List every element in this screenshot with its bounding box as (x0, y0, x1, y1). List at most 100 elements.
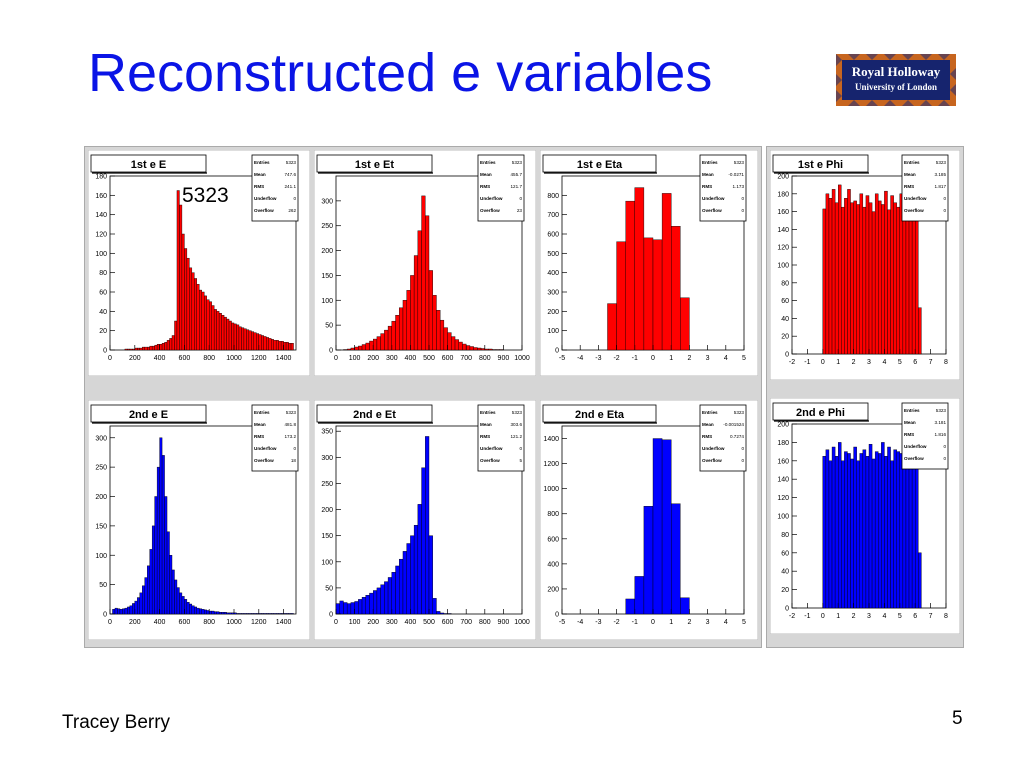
histogram-bar (164, 496, 168, 615)
histogram-bar (139, 592, 143, 615)
y-tick-label: 0 (103, 612, 107, 619)
histogram-bar (369, 340, 374, 351)
y-tick-label: 600 (547, 536, 559, 543)
histogram-bar (266, 613, 269, 615)
y-tick-label: 150 (321, 533, 333, 540)
stats-label: Overflow (702, 208, 722, 213)
histogram-bar (285, 342, 289, 351)
histogram-bar (447, 332, 452, 351)
x-tick-label: 2 (852, 613, 856, 620)
histogram-bar (161, 343, 165, 351)
histogram-bar (399, 307, 404, 351)
histogram-bar (652, 438, 663, 615)
histogram-bar (488, 348, 493, 351)
histogram-bar (233, 323, 237, 351)
histogram-bar (890, 195, 894, 355)
histogram-bar (410, 275, 415, 351)
histogram-bar (428, 270, 433, 351)
histogram-bar (825, 449, 830, 609)
histogram-bar (280, 341, 284, 351)
stats-label: Underflow (904, 196, 927, 201)
histogram-bar (376, 336, 381, 351)
histogram-bar (208, 301, 212, 351)
entries-annotation: 5323 (182, 184, 229, 207)
histogram-bar (216, 311, 220, 351)
y-tick-label: 250 (95, 465, 107, 472)
histogram-bar (421, 467, 426, 615)
y-tick-label: 200 (777, 174, 789, 181)
y-tick-label: 180 (777, 440, 789, 447)
histogram-bar (865, 195, 870, 355)
histogram-bar (191, 605, 195, 615)
plot-1st-e-Et: 0 100 200 300 400 500 600 700 800 900 1000 0 50 100 15… (314, 150, 536, 376)
y-tick-label: 120 (777, 495, 789, 502)
histogram-bar (231, 612, 235, 615)
histogram-bar (171, 569, 175, 615)
stats-value: 121.7 (511, 184, 523, 189)
stats-value: 0 (741, 458, 744, 463)
x-tick-label: 7 (929, 613, 933, 620)
histogram-bar (226, 318, 230, 351)
y-tick-label: 120 (777, 245, 789, 252)
stats-value: 0 (741, 208, 744, 213)
plot-2nd-e-E: 0 200 400 600 800 1000 1200 1400 0 50 100 150 200 250… (88, 400, 310, 640)
chart-title: 1st e Et (355, 159, 394, 171)
histogram-bar (856, 460, 860, 609)
histogram-bar (884, 456, 888, 609)
y-tick-label: 800 (547, 193, 559, 200)
histogram-bar (413, 525, 419, 615)
histogram-bar (275, 340, 279, 351)
histogram-bar (122, 608, 126, 615)
stats-value: 1.173 (733, 184, 745, 189)
x-tick-label: 0 (821, 613, 825, 620)
stats-value: 23 (517, 208, 523, 213)
histogram-bar (194, 606, 197, 615)
plot-2nd-e-Eta: -5 -4 -3 -2 -1 0 1 2 3 4 5 0 200 400 600 800 1000 1200 140… (540, 400, 758, 640)
histogram-bar (822, 208, 827, 355)
histogram-bar (174, 320, 178, 351)
histogram-bar (283, 613, 287, 615)
title-box (90, 154, 207, 173)
stats-label: RMS (254, 184, 264, 189)
y-tick-label: 200 (95, 494, 107, 501)
logo-plate: Royal Holloway University of London (842, 60, 950, 100)
histogram-bar (211, 305, 215, 351)
histogram-bar (184, 599, 188, 615)
histogram-bar (124, 348, 128, 351)
histogram-bar (147, 565, 150, 615)
x-tick-label: -3 (595, 619, 601, 626)
chart-title: 2nd e Eta (575, 409, 625, 421)
x-tick-label: 1000 (226, 355, 242, 362)
y-tick-label: 180 (95, 174, 107, 181)
histogram-bar (439, 319, 445, 351)
histogram-bar (196, 284, 200, 351)
histogram-bar (384, 581, 389, 615)
chart-title: 1st e Eta (577, 159, 623, 171)
histogram-bar (837, 442, 842, 609)
stats-label: Underflow (254, 196, 277, 201)
y-tick-label: 80 (781, 532, 789, 539)
x-tick-label: -1 (632, 619, 638, 626)
y-tick-label: 0 (103, 348, 107, 355)
stats-box (477, 154, 525, 222)
histogram-bar (273, 613, 277, 615)
histogram-bar (850, 458, 854, 609)
x-tick-label: -2 (789, 613, 795, 620)
histogram-bar (373, 590, 378, 615)
x-tick-label: 5 (898, 359, 902, 366)
x-tick-label: -5 (559, 619, 565, 626)
stats-label: RMS (904, 184, 914, 189)
y-tick-label: 1200 (543, 461, 559, 468)
x-tick-label: 300 (386, 355, 398, 362)
stats-label: Mean (480, 422, 492, 427)
plot-2nd-e-Et: 0 100 200 300 400 500 600 700 800 900 1000 0 50 100 15… (314, 400, 536, 640)
x-tick-label: 1000 (226, 619, 242, 626)
histogram-bar (112, 609, 116, 615)
histogram-bar (831, 189, 836, 355)
stats-value: 121.2 (511, 434, 523, 439)
histogram-bar (171, 335, 175, 351)
y-tick-label: 0 (329, 348, 333, 355)
stats-value: 481.8 (285, 422, 297, 427)
x-tick-label: 6 (913, 359, 917, 366)
y-tick-label: 140 (95, 212, 107, 219)
